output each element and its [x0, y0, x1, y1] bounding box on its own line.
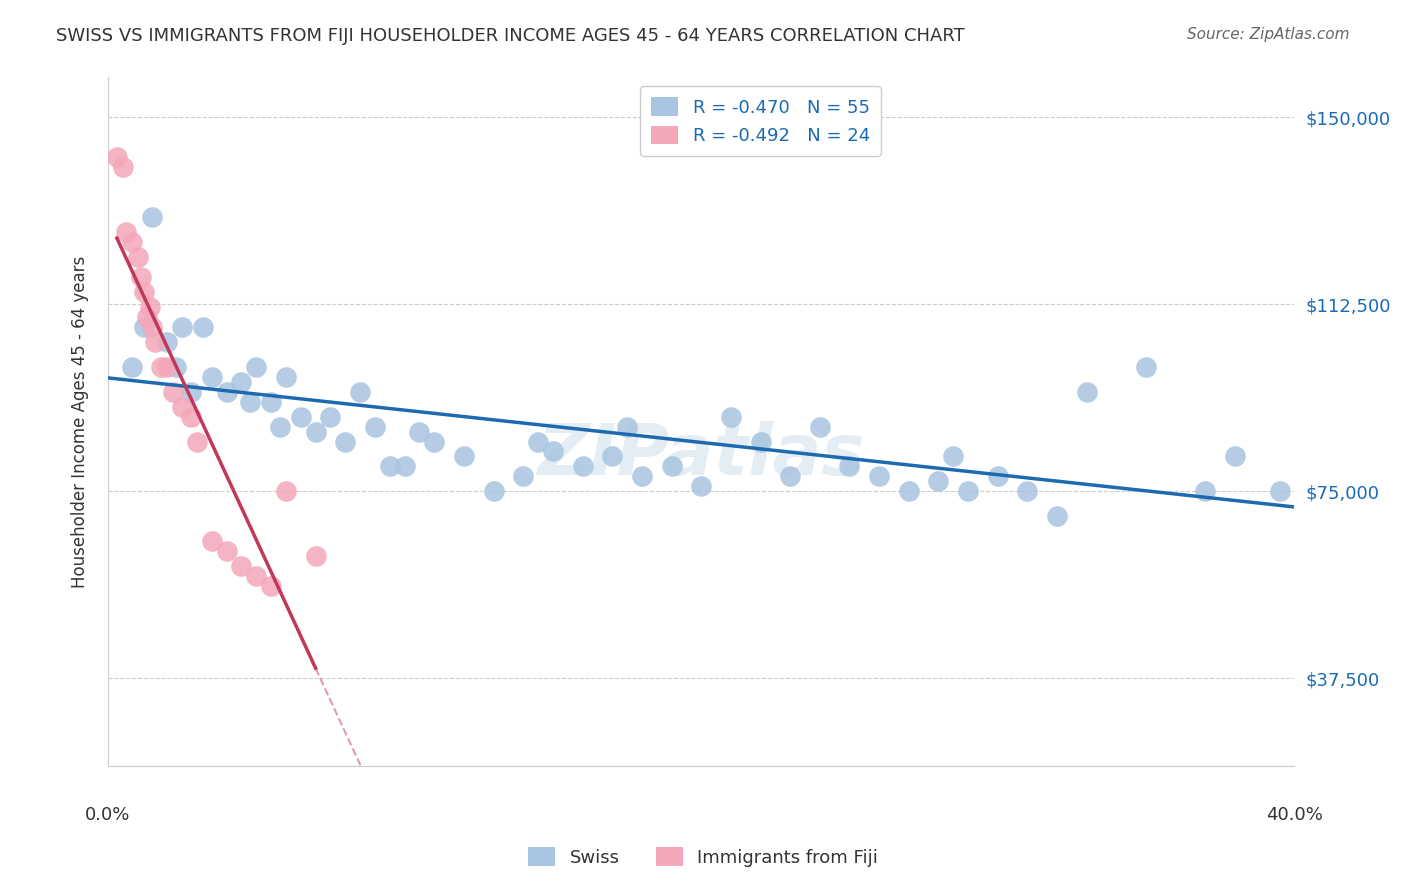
Point	[132, 285, 155, 299]
Point	[172, 400, 194, 414]
Point	[1076, 384, 1098, 399]
Legend: R = -0.470   N = 55, R = -0.492   N = 24: R = -0.470 N = 55, R = -0.492 N = 24	[640, 87, 880, 156]
Point	[897, 484, 920, 499]
Point	[304, 549, 326, 564]
Point	[304, 425, 326, 439]
Point	[180, 384, 202, 399]
Point	[335, 434, 357, 449]
Point	[191, 319, 214, 334]
Point	[274, 484, 297, 499]
Point	[942, 450, 965, 464]
Point	[231, 375, 253, 389]
Point	[808, 419, 831, 434]
Point	[269, 419, 291, 434]
Point	[1268, 484, 1291, 499]
Point	[201, 534, 224, 549]
Point	[1223, 450, 1246, 464]
Text: Source: ZipAtlas.com: Source: ZipAtlas.com	[1187, 27, 1350, 42]
Point	[215, 544, 238, 558]
Point	[127, 250, 149, 264]
Point	[231, 559, 253, 574]
Point	[600, 450, 623, 464]
Point	[135, 310, 157, 324]
Point	[749, 434, 772, 449]
Point	[453, 450, 475, 464]
Point	[616, 419, 638, 434]
Point	[186, 434, 208, 449]
Point	[201, 369, 224, 384]
Point	[274, 369, 297, 384]
Point	[423, 434, 446, 449]
Point	[121, 235, 143, 249]
Point	[121, 359, 143, 374]
Text: 0.0%: 0.0%	[86, 805, 131, 823]
Point	[105, 150, 128, 164]
Point	[111, 160, 134, 174]
Point	[141, 210, 163, 224]
Point	[245, 359, 267, 374]
Point	[394, 459, 416, 474]
Point	[1017, 484, 1039, 499]
Point	[512, 469, 534, 483]
Point	[1046, 509, 1069, 524]
Point	[156, 334, 179, 349]
Point	[132, 319, 155, 334]
Point	[408, 425, 430, 439]
Point	[720, 409, 742, 424]
Y-axis label: Householder Income Ages 45 - 64 years: Householder Income Ages 45 - 64 years	[72, 255, 89, 588]
Point	[260, 394, 283, 409]
Point	[527, 434, 550, 449]
Text: 40.0%: 40.0%	[1265, 805, 1323, 823]
Point	[482, 484, 505, 499]
Point	[138, 300, 160, 314]
Point	[150, 359, 173, 374]
Point	[987, 469, 1010, 483]
Legend: Swiss, Immigrants from Fiji: Swiss, Immigrants from Fiji	[520, 840, 886, 874]
Point	[661, 459, 683, 474]
Point	[245, 569, 267, 583]
Point	[114, 225, 136, 239]
Point	[215, 384, 238, 399]
Point	[927, 475, 949, 489]
Point	[957, 484, 980, 499]
Point	[868, 469, 890, 483]
Point	[129, 269, 152, 284]
Point	[364, 419, 387, 434]
Point	[141, 319, 163, 334]
Text: ZIPatlas: ZIPatlas	[537, 421, 865, 491]
Point	[319, 409, 342, 424]
Point	[1194, 484, 1216, 499]
Point	[631, 469, 654, 483]
Text: SWISS VS IMMIGRANTS FROM FIJI HOUSEHOLDER INCOME AGES 45 - 64 YEARS CORRELATION : SWISS VS IMMIGRANTS FROM FIJI HOUSEHOLDE…	[56, 27, 965, 45]
Point	[172, 319, 194, 334]
Point	[1135, 359, 1157, 374]
Point	[239, 394, 262, 409]
Point	[145, 334, 167, 349]
Point	[571, 459, 593, 474]
Point	[541, 444, 564, 458]
Point	[156, 359, 179, 374]
Point	[838, 459, 860, 474]
Point	[180, 409, 202, 424]
Point	[779, 469, 801, 483]
Point	[162, 384, 184, 399]
Point	[349, 384, 371, 399]
Point	[260, 579, 283, 593]
Point	[290, 409, 312, 424]
Point	[378, 459, 401, 474]
Point	[165, 359, 187, 374]
Point	[690, 479, 713, 493]
